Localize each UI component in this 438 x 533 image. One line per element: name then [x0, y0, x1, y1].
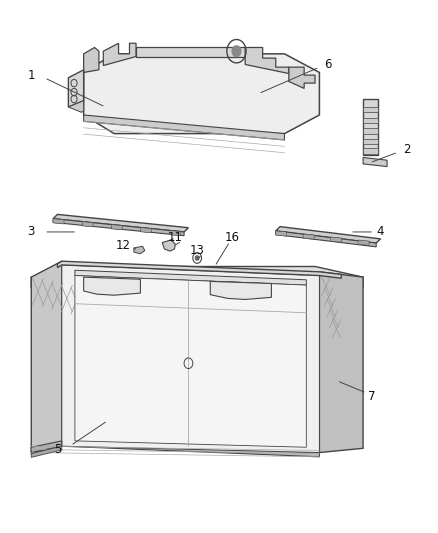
Polygon shape — [31, 441, 62, 453]
Polygon shape — [289, 67, 315, 88]
Polygon shape — [103, 43, 136, 66]
Polygon shape — [363, 139, 378, 144]
Polygon shape — [363, 118, 378, 123]
Polygon shape — [75, 270, 306, 285]
Polygon shape — [162, 240, 175, 251]
Polygon shape — [276, 227, 381, 243]
Polygon shape — [331, 237, 342, 243]
Text: 3: 3 — [28, 225, 35, 238]
Polygon shape — [276, 231, 287, 236]
Polygon shape — [363, 158, 387, 166]
Polygon shape — [84, 115, 285, 140]
Text: 16: 16 — [225, 231, 240, 244]
Polygon shape — [245, 47, 289, 74]
Text: 6: 6 — [325, 58, 332, 71]
Polygon shape — [82, 222, 93, 227]
Polygon shape — [363, 128, 378, 134]
Polygon shape — [134, 246, 145, 254]
Polygon shape — [358, 240, 369, 245]
Text: 7: 7 — [368, 390, 375, 403]
Polygon shape — [210, 281, 272, 300]
Text: 12: 12 — [116, 239, 131, 252]
Polygon shape — [84, 54, 319, 134]
Polygon shape — [68, 70, 84, 107]
Polygon shape — [53, 219, 184, 236]
Text: 1: 1 — [28, 69, 35, 82]
Polygon shape — [31, 446, 62, 457]
Polygon shape — [62, 442, 319, 457]
Text: 4: 4 — [377, 225, 384, 238]
Polygon shape — [319, 272, 363, 453]
Polygon shape — [84, 277, 141, 295]
Polygon shape — [111, 224, 122, 230]
Polygon shape — [57, 261, 341, 278]
Polygon shape — [75, 276, 306, 447]
Polygon shape — [84, 47, 99, 72]
Polygon shape — [141, 228, 151, 233]
Polygon shape — [303, 234, 314, 239]
Polygon shape — [62, 265, 319, 453]
Text: 5: 5 — [54, 443, 61, 456]
Polygon shape — [53, 214, 188, 232]
Circle shape — [232, 46, 241, 56]
Polygon shape — [363, 149, 378, 154]
Polygon shape — [363, 107, 378, 112]
Polygon shape — [170, 230, 180, 236]
Polygon shape — [363, 99, 378, 155]
Text: 13: 13 — [190, 244, 205, 257]
Polygon shape — [68, 101, 84, 112]
Text: 2: 2 — [403, 143, 410, 156]
Polygon shape — [276, 231, 376, 247]
Polygon shape — [31, 266, 363, 288]
Polygon shape — [53, 219, 64, 224]
Polygon shape — [136, 47, 245, 56]
Circle shape — [195, 256, 199, 260]
Text: 11: 11 — [168, 231, 183, 244]
Polygon shape — [31, 261, 62, 454]
